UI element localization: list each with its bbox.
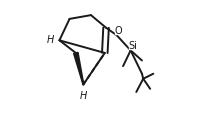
Bar — [47, 37, 53, 44]
Bar — [80, 92, 86, 99]
Text: H: H — [80, 91, 87, 101]
Text: Si: Si — [128, 41, 137, 51]
Bar — [115, 28, 121, 34]
Text: H: H — [46, 35, 54, 45]
Text: O: O — [114, 26, 122, 36]
Polygon shape — [74, 52, 84, 85]
Bar — [129, 43, 136, 50]
